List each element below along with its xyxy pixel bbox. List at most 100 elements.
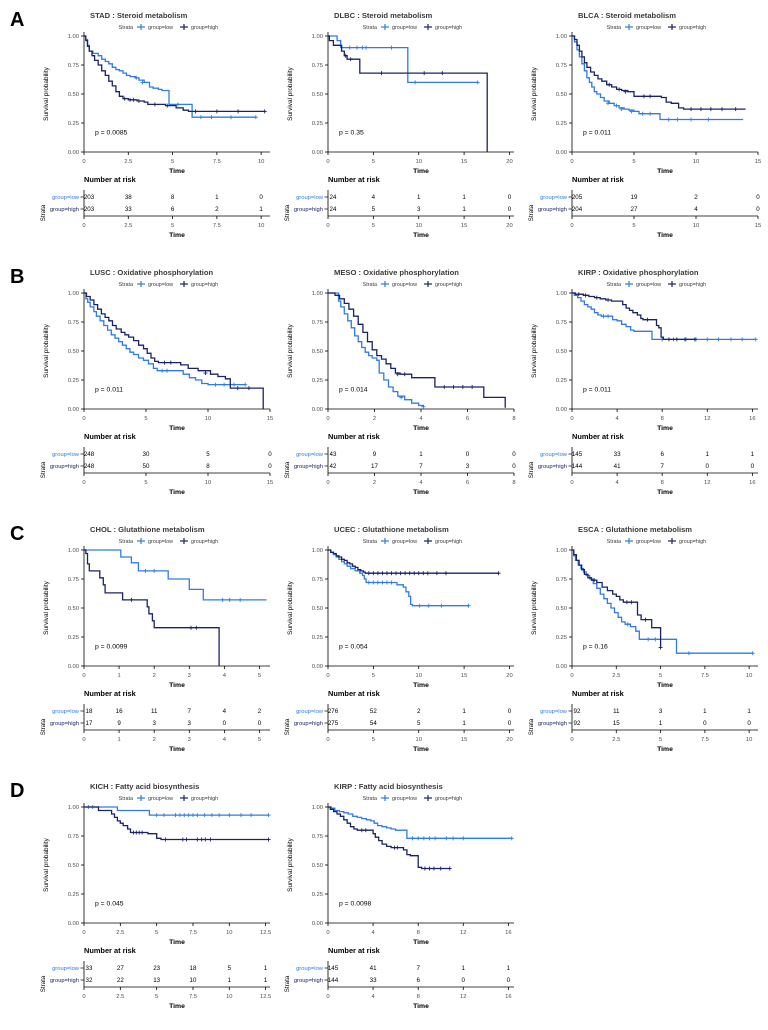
risk-count: 7	[419, 463, 423, 470]
x-axis-title: Time	[413, 168, 429, 175]
risk-count: 1	[507, 965, 511, 972]
risk-count: 0	[466, 451, 470, 458]
km-curve-low	[328, 806, 512, 839]
x-tick-label: 5	[372, 159, 375, 165]
risk-x-tick-label: 0	[326, 480, 329, 486]
plot-title: LUSC : Oxidative phosphorylation	[90, 268, 214, 277]
risk-count: 1	[462, 965, 466, 972]
km-curve-high	[328, 806, 450, 870]
y-tick-label: 0.75	[312, 834, 323, 840]
x-tick-label: 0	[82, 673, 85, 679]
risk-count: 7	[660, 463, 664, 470]
risk-x-tick-label: 10	[416, 737, 422, 743]
risk-x-tick-label: 15	[755, 223, 761, 229]
legend-title: Strata	[363, 282, 377, 288]
risk-count: 3	[659, 708, 663, 715]
panel-label: A	[10, 9, 25, 31]
x-tick-label: 0	[570, 416, 573, 422]
risk-x-axis-title: Time	[413, 746, 429, 753]
km-plot: MESO : Oxidative phosphorylation Strata gr…	[280, 263, 520, 511]
km-plot: DLBC : Steroid metabolism Strata group=low…	[280, 6, 520, 254]
y-tick-label: 0.25	[556, 378, 567, 384]
x-tick-label: 5	[632, 159, 635, 165]
risk-row-label-high: group=high	[50, 978, 79, 984]
risk-count: 1	[417, 194, 421, 201]
y-tick-label: 0.25	[312, 635, 323, 641]
x-tick-label: 8	[417, 930, 420, 936]
km-plot: BLCA : Steroid metabolism Strata group=low…	[524, 6, 764, 254]
km-curve-high	[84, 806, 269, 841]
km-curve-high	[84, 35, 265, 113]
x-tick-label: 2.5	[612, 673, 620, 679]
risk-count: 11	[151, 708, 158, 715]
risk-row-label-low: group=low	[540, 195, 568, 201]
risk-strata-label: Strata	[40, 204, 47, 221]
x-axis-title: Time	[169, 168, 185, 175]
risk-x-tick-label: 8	[661, 480, 664, 486]
risk-row-label-low: group=low	[296, 709, 324, 715]
panel-row-d: D KICH : Fatty acid biosynthesis Strata gro…	[0, 777, 768, 1027]
risk-x-tick-label: 7.5	[701, 737, 709, 743]
km-curve-high	[572, 292, 695, 341]
x-tick-label: 7.5	[189, 930, 197, 936]
risk-x-tick-label: 5	[372, 223, 375, 229]
risk-x-tick-label: 5	[155, 994, 158, 1000]
risk-row-label-low: group=low	[52, 452, 80, 458]
km-curve-low	[328, 35, 478, 84]
y-tick-label: 0.00	[68, 150, 79, 156]
risk-count: 145	[328, 965, 339, 972]
x-axis-title: Time	[657, 168, 673, 175]
risk-x-axis-title: Time	[657, 746, 673, 753]
y-tick-label: 0.50	[68, 863, 79, 869]
risk-count: 6	[416, 977, 420, 984]
risk-table-header: Number at risk	[572, 432, 625, 441]
y-axis-title: Survival probability	[43, 323, 50, 377]
risk-count: 0	[268, 463, 272, 470]
risk-x-axis-title: Time	[657, 232, 673, 239]
y-tick-label: 0.75	[312, 577, 323, 583]
risk-row-label-high: group=high	[538, 721, 567, 727]
x-axis-title: Time	[413, 939, 429, 946]
km-curve-low	[328, 549, 469, 607]
risk-x-tick-label: 6	[466, 480, 469, 486]
risk-table-header: Number at risk	[328, 946, 381, 955]
y-tick-label: 0.75	[68, 834, 79, 840]
km-curve-high	[572, 549, 662, 648]
risk-count: 0	[512, 451, 516, 458]
y-axis-title: Survival probability	[531, 323, 538, 377]
y-tick-label: 0.75	[68, 63, 79, 69]
risk-count: 275	[328, 720, 339, 727]
risk-x-tick-label: 10	[258, 223, 264, 229]
panel-label: D	[10, 780, 25, 802]
x-tick-label: 2	[373, 416, 376, 422]
plot-title: KIRP : Fatty acid biosynthesis	[334, 782, 443, 791]
risk-row-label-high: group=high	[50, 464, 79, 470]
risk-count: 17	[371, 463, 378, 470]
y-tick-label: 0.75	[312, 63, 323, 69]
risk-row-label-high: group=high	[294, 978, 323, 984]
y-tick-label: 1.00	[312, 548, 323, 554]
p-value-label: p = 0.011	[583, 130, 611, 137]
y-axis-title: Survival probability	[43, 580, 50, 634]
panel-row-c: C CHOL : Glutathione metabolism Strata grou…	[0, 520, 768, 770]
risk-x-tick-label: 0	[570, 737, 573, 743]
x-tick-label: 10	[205, 416, 211, 422]
risk-x-axis-title: Time	[169, 746, 185, 753]
risk-strata-label: Strata	[40, 461, 47, 478]
x-tick-label: 12	[704, 416, 710, 422]
x-tick-label: 7.5	[213, 159, 221, 165]
km-plot: STAD : Steroid metabolism Strata group=low…	[36, 6, 276, 254]
y-axis-title: Survival probability	[287, 837, 294, 891]
p-value-label: p = 0.16	[583, 644, 608, 651]
legend-title: Strata	[363, 25, 377, 31]
y-axis-title: Survival probability	[531, 66, 538, 120]
km-plot-svg: BLCA : Steroid metabolism Strata group=low…	[528, 11, 761, 239]
y-tick-label: 0.75	[68, 577, 79, 583]
x-tick-label: 3	[188, 673, 191, 679]
risk-count: 10	[190, 977, 197, 984]
risk-x-tick-label: 2	[373, 480, 376, 486]
